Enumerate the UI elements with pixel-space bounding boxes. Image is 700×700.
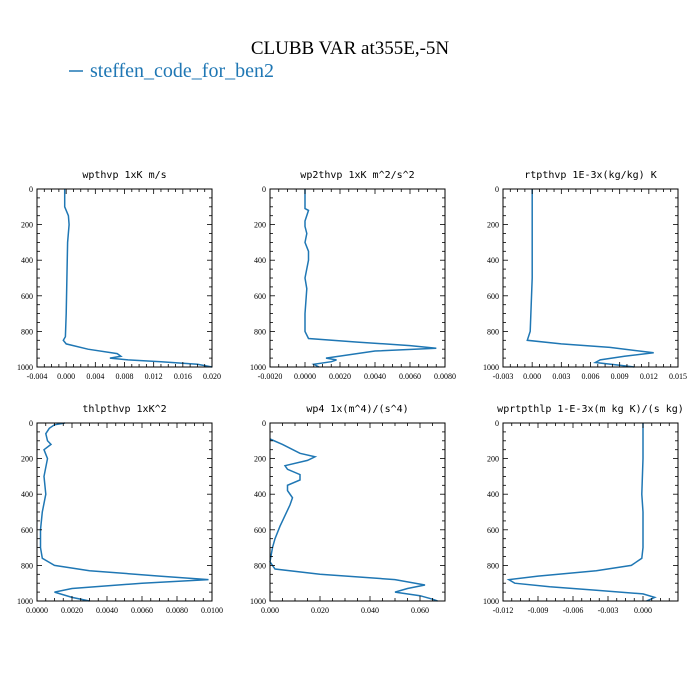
y-tick-label: 400 (21, 490, 33, 499)
chart-panel: rtpthvp 1E-3x(kg/kg) K -0.003 0.000 0.003 0.… (483, 170, 687, 381)
y-tick-label: 200 (487, 221, 499, 230)
plot-frame (36, 422, 213, 602)
x-tick-label: 0.000 (634, 606, 652, 615)
x-tick-label: 0.0080 (166, 606, 188, 615)
x-tick-label: 0.020 (203, 372, 221, 381)
y-tick-label: 1000 (483, 597, 499, 606)
y-tick-label: 1000 (250, 597, 266, 606)
y-tick-label: 1000 (483, 363, 499, 372)
x-tick-label: 0.012 (145, 372, 163, 381)
chart-panel: wprtpthlp 1-E-3x(m kg K)/(s kg) -0.012 -0.… (483, 404, 684, 615)
y-tick-label: 200 (487, 455, 499, 464)
x-tick-label: -0.012 (493, 606, 514, 615)
series-line (506, 423, 657, 602)
chart-panel: wp2thvp 1xK m^2/s^2 -0.0020 0.0000 0.0020 0.… (250, 170, 456, 381)
y-tick-label: 200 (21, 455, 33, 464)
x-tick-label: 0.020 (311, 606, 329, 615)
y-tick-label: 0 (29, 185, 33, 194)
panel-title: wp2thvp 1xK m^2/s^2 (300, 170, 414, 181)
y-tick-label: 800 (21, 561, 33, 570)
x-tick-label: 0.015 (669, 372, 687, 381)
x-tick-label: -0.009 (528, 606, 549, 615)
chart-panel: thlpthvp 1xK^2 0.0000 0.0020 0.0040 0.0060 0.… (17, 404, 223, 615)
y-tick-label: 0 (495, 185, 499, 194)
y-tick-label: 400 (254, 490, 266, 499)
series-line (269, 438, 438, 602)
x-tick-label: 0.0040 (364, 372, 386, 381)
x-tick-label: 0.006 (582, 372, 600, 381)
plot-frame (502, 422, 679, 602)
x-tick-label: 0.008 (116, 372, 134, 381)
y-tick-label: 800 (487, 327, 499, 336)
y-tick-label: 600 (487, 292, 499, 301)
y-tick-label: 800 (254, 327, 266, 336)
y-tick-label: 0 (262, 419, 266, 428)
x-tick-label: -0.003 (493, 372, 514, 381)
y-tick-label: 200 (21, 221, 33, 230)
y-tick-label: 800 (254, 561, 266, 570)
y-tick-label: 800 (487, 561, 499, 570)
panel-title: rtpthvp 1E-3x(kg/kg) K (524, 170, 656, 181)
y-tick-label: 600 (254, 526, 266, 535)
y-tick-label: 600 (254, 292, 266, 301)
x-tick-label: -0.003 (598, 606, 619, 615)
x-tick-label: 0.000 (261, 606, 279, 615)
x-tick-label: 0.000 (523, 372, 541, 381)
y-tick-label: 600 (21, 292, 33, 301)
series-line (62, 189, 213, 368)
y-tick-label: 800 (21, 327, 33, 336)
x-tick-label: 0.0080 (434, 372, 456, 381)
x-tick-label: 0.004 (86, 372, 104, 381)
x-tick-label: 0.012 (640, 372, 658, 381)
legend-label: steffen_code_for_ben2 (90, 60, 274, 82)
main-title: CLUBB VAR at355E,-5N (251, 38, 450, 59)
x-tick-label: 0.0020 (61, 606, 83, 615)
x-tick-label: -0.006 (563, 606, 584, 615)
x-tick-label: -0.004 (27, 372, 48, 381)
x-tick-label: 0.040 (361, 606, 379, 615)
panel-title: wpthvp 1xK m/s (82, 170, 166, 181)
chart-panel: wpthvp 1xK m/s -0.004 0.000 0.004 0.008 0.012… (17, 170, 221, 381)
y-tick-label: 200 (254, 455, 266, 464)
y-tick-label: 400 (487, 490, 499, 499)
x-tick-label: 0.0040 (96, 606, 118, 615)
series-line (39, 422, 209, 602)
y-tick-label: 200 (254, 221, 266, 230)
x-tick-label: 0.003 (552, 372, 570, 381)
y-tick-label: 600 (21, 526, 33, 535)
x-tick-label: 0.0020 (329, 372, 351, 381)
legend: steffen_code_for_ben2 (69, 60, 274, 82)
x-tick-label: 0.0000 (294, 372, 316, 381)
x-tick-label: 0.016 (174, 372, 192, 381)
series-line (526, 189, 654, 368)
y-tick-label: 0 (29, 419, 33, 428)
x-tick-label: 0.0100 (201, 606, 223, 615)
panel-title: thlpthvp 1xK^2 (82, 404, 166, 415)
x-tick-label: 0.0060 (399, 372, 421, 381)
x-tick-label: 0.000 (57, 372, 75, 381)
y-tick-label: 600 (487, 526, 499, 535)
y-tick-label: 1000 (17, 597, 33, 606)
chart-panel: wp4 1x(m^4)/(s^4) 0.000 0.020 0.040 0.060 0 20… (250, 404, 446, 615)
x-tick-label: 0.060 (411, 606, 429, 615)
x-tick-label: 0.009 (611, 372, 629, 381)
y-tick-label: 400 (254, 256, 266, 265)
panels: wpthvp 1xK m/s -0.004 0.000 0.004 0.008 0.012… (17, 170, 687, 615)
x-tick-label: 0.0060 (131, 606, 153, 615)
plot-frame (269, 422, 446, 602)
y-tick-label: 400 (487, 256, 499, 265)
series-line (304, 189, 437, 368)
y-tick-label: 0 (495, 419, 499, 428)
plot-frame (269, 188, 446, 368)
x-tick-label: -0.0020 (258, 372, 283, 381)
y-tick-label: 1000 (250, 363, 266, 372)
y-tick-label: 1000 (17, 363, 33, 372)
x-tick-label: 0.0000 (26, 606, 48, 615)
y-tick-label: 400 (21, 256, 33, 265)
y-tick-label: 0 (262, 185, 266, 194)
panel-title: wp4 1x(m^4)/(s^4) (306, 404, 408, 415)
panel-title: wprtpthlp 1-E-3x(m kg K)/(s kg) (497, 404, 684, 415)
